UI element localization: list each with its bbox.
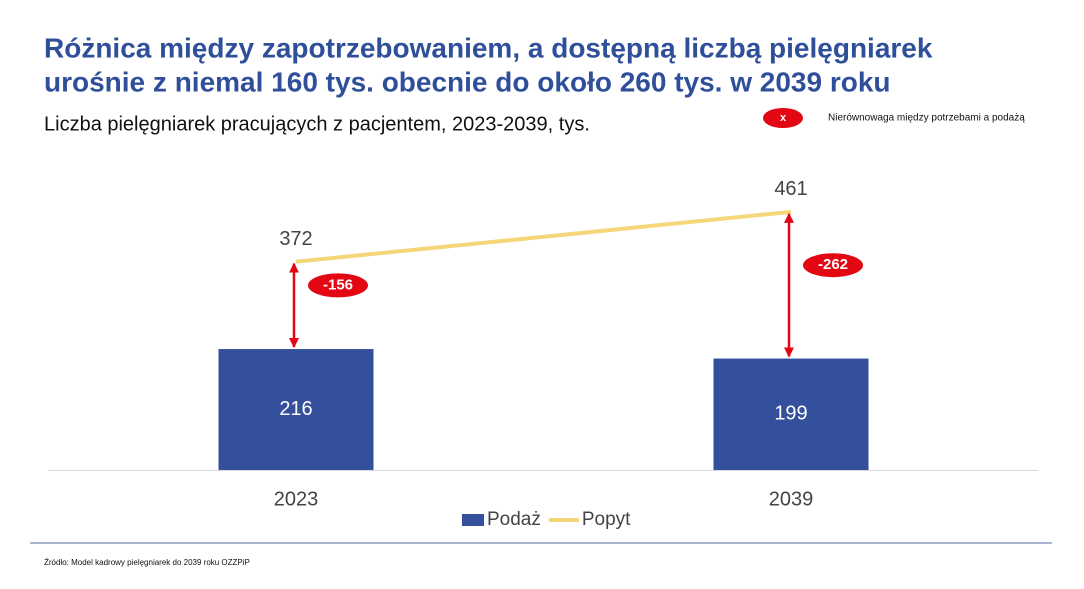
line-value-label: 461 (774, 178, 807, 200)
chart-title: Różnica między zapotrzebowaniem, a dostę… (44, 32, 933, 63)
bar (713, 358, 869, 470)
legend-label: Podaż (487, 509, 541, 530)
gap-label: -156 (323, 276, 353, 293)
gap-legend-symbol (763, 108, 803, 128)
bar-value-label: 216 (279, 398, 312, 420)
bar (218, 349, 374, 470)
gap-label: -262 (818, 256, 848, 273)
x-tick-label: 2039 (769, 488, 814, 510)
gap-badge (803, 253, 863, 278)
gap-legend-label: Nierównowaga między potrzebami a podażą (828, 113, 1025, 124)
chart-title: urośnie z niemal 160 tys. obecnie do oko… (44, 66, 891, 97)
line-value-label: 372 (279, 228, 312, 250)
chart-subtitle: Liczba pielęgniarek pracujących z pacjen… (44, 113, 590, 135)
source: Źródło: Model kadrowy pielęgniarek do 20… (44, 558, 250, 567)
legend-swatch (462, 514, 484, 526)
bar-value-label: 199 (774, 403, 807, 425)
legend-label: Popyt (582, 509, 631, 530)
gap-legend-symbol-text: x (780, 112, 787, 124)
line (295, 209, 792, 264)
x-tick-label: 2023 (274, 488, 319, 510)
gap-badge (308, 273, 368, 298)
